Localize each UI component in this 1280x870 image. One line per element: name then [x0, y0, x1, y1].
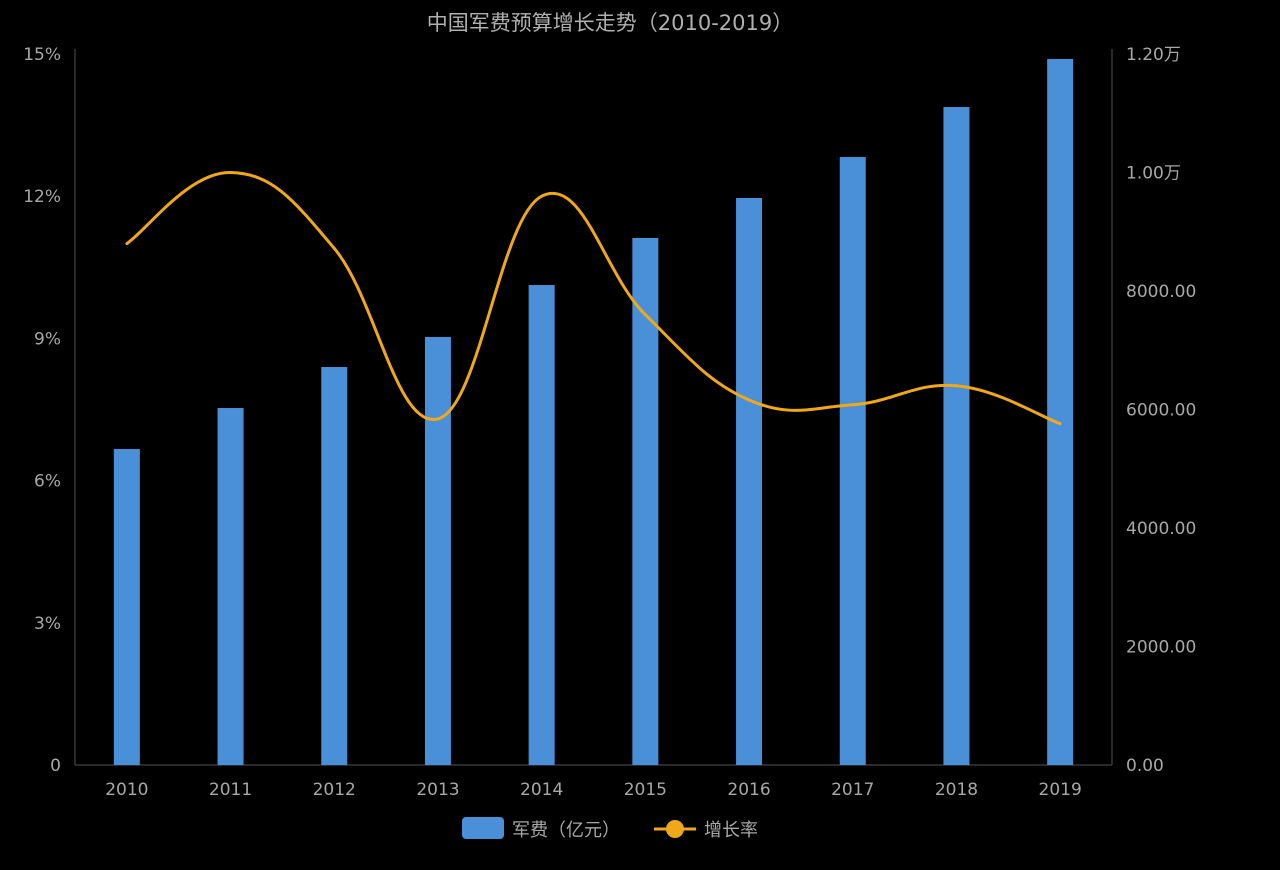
right-axis-tick-label: 2000.00	[1126, 638, 1196, 658]
chart-title: 中国军费预算增长走势（2010-2019）	[427, 11, 793, 35]
x-axis-tick-label: 2016	[727, 780, 770, 800]
x-axis-tick-label: 2019	[1039, 780, 1082, 800]
legend-label-bar[interactable]: 军费（亿元）	[512, 820, 620, 841]
left-axis-tick-label: 9%	[34, 329, 61, 349]
x-axis-tick-label: 2010	[105, 780, 148, 800]
legend: 军费（亿元） 增长率	[462, 817, 758, 841]
x-axis-tick-label: 2013	[416, 780, 459, 800]
bar	[528, 285, 555, 765]
right-axis-tick-label: 1.20万	[1126, 45, 1181, 65]
x-axis-tick-label: 2011	[209, 780, 252, 800]
bar	[1047, 58, 1074, 766]
growth-rate-point	[643, 313, 647, 317]
growth-rate-point	[332, 246, 336, 250]
growth-rate-point	[540, 194, 544, 198]
growth-rate-line	[125, 170, 1061, 426]
left-axis-tick-label: 3%	[34, 614, 61, 634]
growth-rate-point	[229, 171, 233, 174]
right-axis-tick-label: 6000.00	[1126, 401, 1196, 421]
right-axis-tick-label: 1.00万	[1126, 164, 1181, 184]
right-axis-tick-label: 8000.00	[1126, 282, 1196, 302]
growth-rate-point	[851, 403, 855, 407]
bar	[632, 237, 659, 765]
left-axis-tick-label: 6%	[34, 472, 61, 492]
growth-rate-point	[436, 417, 440, 421]
legend-label-line[interactable]: 增长率	[704, 820, 758, 841]
growth-rate-point	[1058, 422, 1062, 426]
bar	[424, 336, 451, 765]
growth-rate-point	[125, 242, 129, 246]
bar	[736, 197, 763, 766]
x-axis-tick-label: 2018	[935, 780, 978, 800]
x-axis-tick-label: 2015	[624, 780, 667, 800]
bar	[113, 449, 140, 765]
bar	[321, 367, 348, 765]
right-axis-tick-label: 4000.00	[1126, 519, 1196, 539]
growth-rate-point	[954, 384, 958, 388]
bar	[943, 107, 970, 765]
right-axis-tick-label: 0.00	[1126, 756, 1164, 776]
left-axis-tick-label: 0	[50, 756, 61, 776]
growth-rate-point	[747, 398, 751, 402]
left-axis-tick-label: 12%	[23, 187, 61, 207]
x-axis-tick-label: 2017	[831, 780, 874, 800]
legend-swatch-marker	[666, 820, 684, 838]
legend-swatch-bar[interactable]	[462, 817, 504, 839]
bar	[217, 408, 244, 765]
left-axis-tick-label: 15%	[23, 45, 61, 65]
x-axis-tick-label: 2012	[313, 780, 356, 800]
bar	[839, 156, 866, 765]
x-axis-tick-label: 2014	[520, 780, 563, 800]
